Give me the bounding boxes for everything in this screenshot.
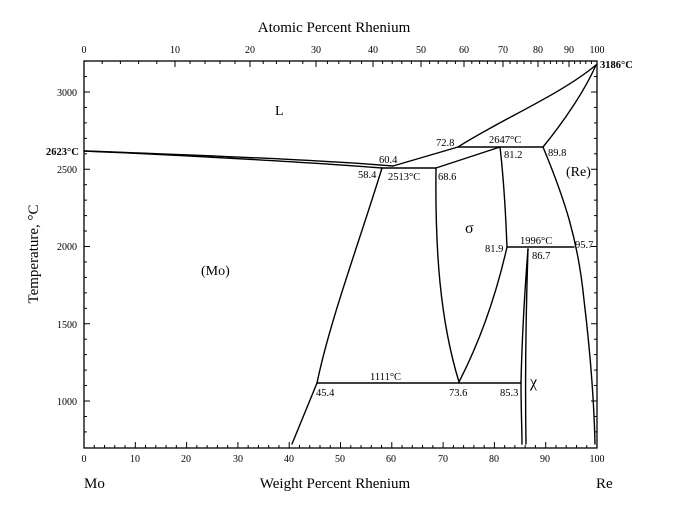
sigma-left-boundary (435, 167, 460, 383)
left-tick-label: 2000 (57, 242, 77, 253)
bottom-tick-label: 70 (438, 454, 448, 465)
top-tick-label: 60 (459, 45, 469, 56)
top-tick-label: 10 (170, 45, 180, 56)
mo-end-label: Mo (84, 476, 105, 492)
bottom-tick-label: 40 (284, 454, 294, 465)
bottom-tick-label: 60 (386, 454, 396, 465)
sigma-right-lower (458, 246, 508, 383)
phase-liquid: L (275, 104, 284, 119)
re-solvus (542, 146, 596, 445)
plot-frame (83, 60, 598, 449)
liquidus-mid (392, 146, 459, 167)
bottom-axis-title: Weight Percent Rhenium (260, 476, 411, 492)
chi-top-boundary (520, 248, 529, 383)
composition-label: 60.4 (379, 155, 398, 166)
top-tick-label: 0 (82, 45, 87, 56)
liquidus-re-side (457, 64, 597, 148)
composition-label: 58.4 (358, 170, 377, 181)
composition-label: 85.3 (500, 388, 518, 399)
bottom-tick-label: 20 (181, 454, 191, 465)
eutectic-temp-label: 2513°C (388, 172, 420, 183)
left-tick-label: 1500 (57, 320, 77, 331)
mo-melting-label: 2623°C (46, 147, 79, 158)
top-tick-label: 100 (590, 45, 605, 56)
mo-solvus-low (291, 382, 318, 445)
axis-ticks (83, 60, 598, 448)
chi-left-boundary (520, 381, 523, 445)
bottom-tick-label: 50 (335, 454, 345, 465)
top-tick-label: 30 (311, 45, 321, 56)
composition-label: 73.6 (449, 388, 467, 399)
top-axis-title: Atomic Percent Rhenium (258, 20, 411, 36)
left-tick-label: 3000 (57, 88, 77, 99)
phase-mo-solid: (Mo) (201, 264, 230, 279)
chi-right-boundary (524, 248, 529, 445)
top-tick-label: 70 (498, 45, 508, 56)
top-tick-label: 50 (416, 45, 426, 56)
bottom-tick-label: 100 (590, 454, 605, 465)
re-melting-label: 3186°C (600, 60, 633, 71)
bottom-tick-labels: 0 10 20 30 40 50 60 70 80 90 100 (82, 454, 605, 465)
mo-solvus-high (316, 167, 383, 384)
left-axis-title: Temperature, °C (26, 204, 42, 303)
bottom-tick-label: 90 (540, 454, 550, 465)
left-tick-label: 1000 (57, 397, 77, 408)
top-tick-labels: 0 10 20 30 40 50 60 70 80 90 100 (82, 45, 605, 56)
sigma-right-upper (499, 146, 508, 248)
sigma-liquidus-side (435, 146, 501, 169)
left-tick-labels: 1000 1500 2000 2500 3000 (57, 88, 77, 408)
re-end-label: Re (596, 476, 613, 492)
composition-label: 72.8 (436, 138, 454, 149)
composition-label: 89.8 (548, 148, 566, 159)
sigma-chi-temp-label: 1996°C (520, 236, 552, 247)
top-tick-label: 80 (533, 45, 543, 56)
phase-boundaries (83, 64, 597, 445)
bottom-tick-label: 30 (233, 454, 243, 465)
composition-label: 45.4 (316, 388, 335, 399)
phase-re-solid: (Re) (566, 165, 591, 180)
solidus-mo-side (83, 150, 383, 169)
composition-label: 68.6 (438, 172, 456, 183)
phase-sigma: σ (465, 220, 474, 237)
top-tick-label: 90 (564, 45, 574, 56)
top-tick-label: 40 (368, 45, 378, 56)
composition-label: 95.7 (575, 240, 593, 251)
bottom-tick-label: 80 (489, 454, 499, 465)
bottom-tick-label: 10 (130, 454, 140, 465)
bottom-tick-label: 0 (82, 454, 87, 465)
composition-label: 81.9 (485, 244, 503, 255)
eutectoid-temp-label: 1111°C (370, 372, 401, 383)
phase-chi: χ (529, 374, 538, 391)
composition-label: 86.7 (532, 251, 550, 262)
composition-label: 81.2 (504, 150, 522, 161)
left-tick-label: 2500 (57, 165, 77, 176)
top-tick-label: 20 (245, 45, 255, 56)
peritectic-temp-label: 2647°C (489, 135, 521, 146)
solidus-re-side (542, 64, 597, 148)
